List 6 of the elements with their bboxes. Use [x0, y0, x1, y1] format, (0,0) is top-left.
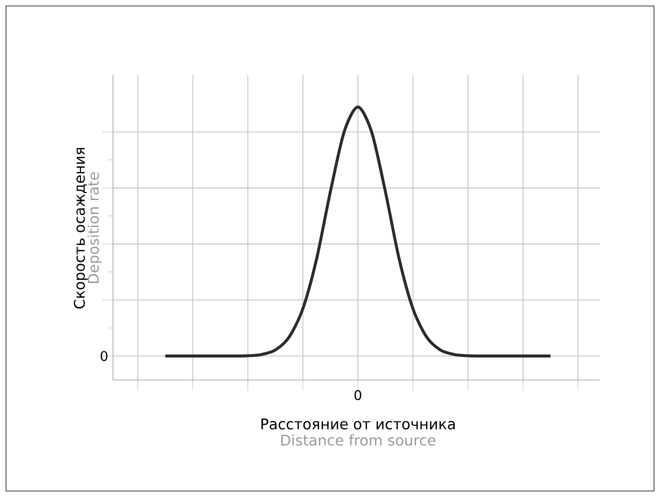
x-axis-title: Расстояние от источника [261, 418, 455, 430]
y-axis-title: Скорость осаждения [74, 148, 88, 308]
text: 0 [100, 350, 108, 362]
text: Deposition rate [88, 172, 102, 283]
text: Distance from source [281, 434, 436, 446]
text: 0 [354, 390, 362, 400]
